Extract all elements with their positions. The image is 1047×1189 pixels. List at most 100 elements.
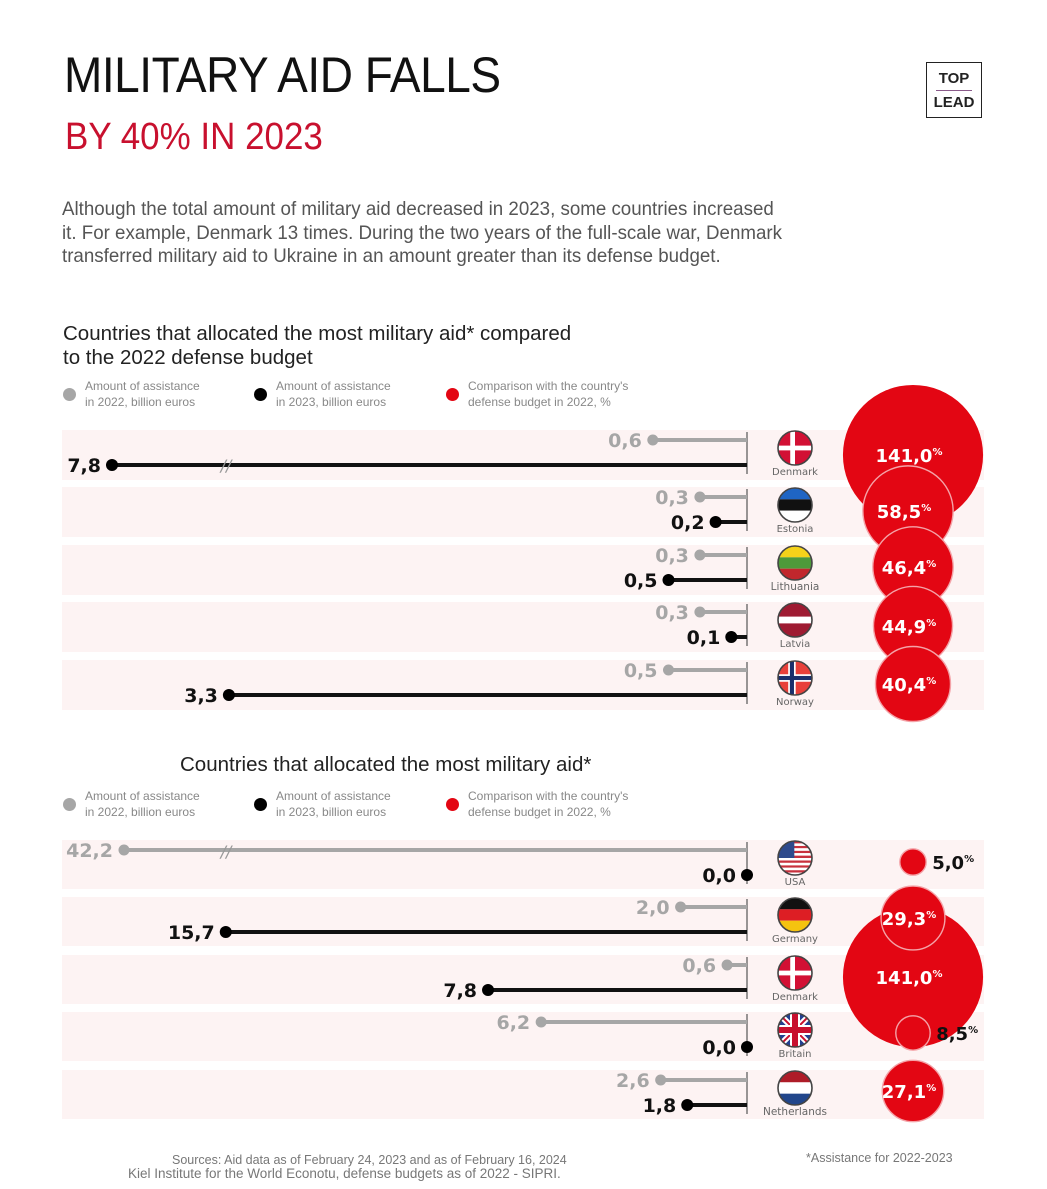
flag-stripe bbox=[778, 865, 812, 868]
label-2022: 0,3 bbox=[655, 545, 689, 567]
britain-flag bbox=[778, 1013, 812, 1047]
country-name: Britain bbox=[779, 1049, 812, 1060]
label-2023: 0,2 bbox=[671, 512, 705, 534]
dot-2023 bbox=[662, 574, 675, 586]
label-2023: 3,3 bbox=[184, 685, 218, 707]
percent-sign: % bbox=[964, 854, 974, 865]
label-2022: 2,0 bbox=[636, 897, 670, 919]
estonia-flag bbox=[778, 488, 812, 522]
top-lead-logo: TOP LEAD bbox=[926, 62, 982, 118]
percent-bubble-lithuania: 46,4% bbox=[872, 526, 954, 608]
germany-flag bbox=[778, 898, 812, 932]
country-flag bbox=[777, 1012, 813, 1048]
country-name: Lithuania bbox=[771, 581, 820, 593]
dot-2022 bbox=[694, 549, 706, 561]
percent-bubble bbox=[881, 1059, 945, 1123]
flag-band bbox=[778, 909, 812, 921]
legend-item-2023: Amount of assistance in 2023, billion eur… bbox=[254, 378, 391, 410]
dot-2022 bbox=[675, 901, 687, 913]
flag-band bbox=[778, 1027, 812, 1033]
flag-stripe bbox=[778, 848, 812, 851]
country-flag bbox=[777, 602, 813, 638]
percent-sign: % bbox=[926, 618, 936, 629]
country-flag bbox=[777, 660, 813, 696]
dot-2022 bbox=[694, 491, 706, 503]
legend-text: Comparison with the country's bbox=[468, 379, 629, 393]
percent-label: 58,5% bbox=[877, 502, 931, 523]
dot-2023 bbox=[681, 1099, 694, 1111]
flag-stripe bbox=[778, 870, 812, 873]
percent-label: 27,1% bbox=[882, 1082, 936, 1103]
label-2022: 42,2 bbox=[66, 840, 113, 862]
row-background bbox=[62, 1012, 984, 1061]
row-background bbox=[62, 487, 984, 537]
flag-stripe bbox=[778, 858, 812, 861]
flag-border bbox=[777, 545, 813, 581]
chart2-title: Countries that allocated the most milita… bbox=[180, 753, 591, 777]
chart1-title-line2: to the 2022 defense budget bbox=[63, 346, 313, 369]
chart2-legend: Amount of assistance in 2022, billion eur… bbox=[0, 788, 1047, 822]
legend-text: Amount of assistance bbox=[85, 789, 200, 803]
dot-2023 bbox=[219, 926, 232, 938]
label-2023: 0,5 bbox=[624, 570, 658, 592]
flag-band bbox=[778, 510, 812, 522]
footnote: *Assistance for 2022-2023 bbox=[806, 1151, 953, 1165]
legend-text: in 2023, billion euros bbox=[276, 395, 387, 409]
legend-item-2023: Amount of assistance in 2023, billion eur… bbox=[254, 788, 391, 820]
intro-paragraph: Although the total amount of military ai… bbox=[62, 198, 782, 267]
percent-bubbles: 141,0% 58,5% 46,4% 44,9% 40,4% bbox=[842, 384, 984, 723]
percent-sign: % bbox=[926, 910, 936, 921]
flag-stripe bbox=[778, 862, 812, 866]
axis-break-icon: // bbox=[219, 842, 233, 861]
dumbbell-row-usa: 42,2 // 0,0 USA bbox=[66, 840, 813, 888]
flag-band bbox=[778, 970, 812, 976]
percent-sign: % bbox=[932, 447, 942, 458]
label-2022: 0,3 bbox=[655, 602, 689, 624]
dot-2023 bbox=[741, 869, 753, 881]
flag-band bbox=[778, 445, 812, 451]
percent-label: 40,4% bbox=[882, 675, 936, 696]
country-name: Denmark bbox=[772, 467, 818, 478]
netherlands-flag bbox=[778, 1071, 812, 1105]
percent-bubble bbox=[842, 906, 984, 1048]
flag-border bbox=[777, 840, 813, 876]
flag-border bbox=[777, 897, 813, 933]
dot-2023 bbox=[482, 984, 495, 996]
percent-bubble-denmark: 141,0% bbox=[842, 906, 984, 1048]
country-flag bbox=[777, 840, 813, 876]
percent-bubble bbox=[895, 1015, 931, 1051]
flag-border bbox=[777, 602, 813, 638]
dot-2023 bbox=[222, 689, 235, 701]
dumbbell-row-denmark: 0,6 7,8 // Denmark bbox=[67, 430, 818, 478]
row-backgrounds bbox=[62, 430, 984, 710]
denmark-flag bbox=[778, 431, 812, 465]
label-2022: 2,6 bbox=[616, 1070, 650, 1092]
label-2022: 0,3 bbox=[655, 487, 689, 509]
country-name: Netherlands bbox=[763, 1106, 827, 1118]
percent-sign: % bbox=[932, 969, 942, 980]
flag-border bbox=[777, 430, 813, 466]
percent-label: 29,3% bbox=[882, 909, 936, 930]
page-subtitle: BY 40% IN 2023 bbox=[65, 116, 323, 158]
denmark-flag bbox=[778, 956, 812, 990]
gray-dot-icon bbox=[63, 387, 76, 401]
logo-divider bbox=[936, 89, 972, 91]
label-2022: 6,2 bbox=[496, 1012, 530, 1034]
percent-bubble bbox=[899, 848, 927, 876]
country-name: Denmark bbox=[772, 992, 818, 1003]
label-2023: 7,8 bbox=[443, 980, 477, 1002]
dumbbell-row-netherlands: 2,6 1,8 Netherlands bbox=[616, 1070, 827, 1118]
red-dot-icon bbox=[446, 797, 459, 811]
sources-line2: Kiel Institute for the World Econotu, de… bbox=[128, 1166, 561, 1181]
dumbbell-row-estonia: 0,3 0,2 Estonia bbox=[655, 487, 813, 535]
country-name: Norway bbox=[776, 697, 814, 708]
legend-text: defense budget in 2022, % bbox=[468, 395, 611, 409]
flag-band bbox=[778, 546, 812, 558]
legend-item-2022: Amount of assistance in 2022, billion eur… bbox=[63, 378, 200, 410]
country-flag bbox=[777, 545, 813, 581]
dumbbell-lines: 0,6 7,8 // Denmark 0,3 0,2 Estonia 0,3 0,5 Lithua… bbox=[67, 430, 819, 708]
flag-band bbox=[778, 920, 812, 932]
axis-break-icon: // bbox=[219, 456, 233, 475]
flag-border bbox=[777, 955, 813, 991]
